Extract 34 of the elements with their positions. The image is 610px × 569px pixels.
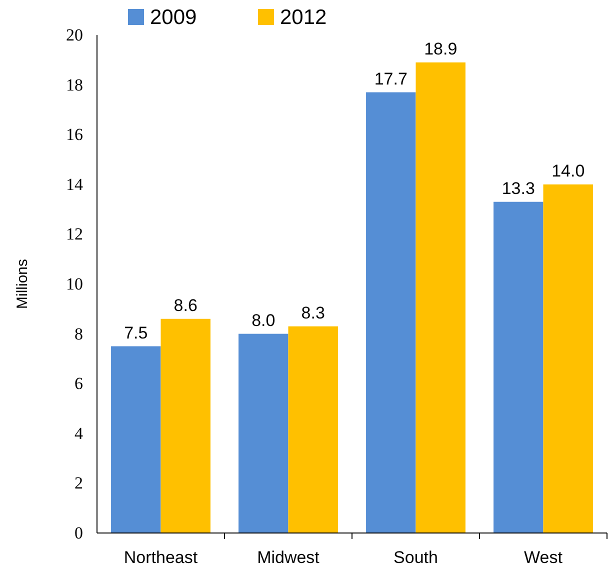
x-tick-label: Midwest (257, 548, 320, 567)
data-label: 7.5 (124, 323, 148, 342)
bar (543, 184, 593, 533)
y-tick-label: 8 (74, 324, 83, 344)
bar (494, 202, 544, 533)
data-label: 18.9 (424, 39, 458, 58)
data-label: 13.3 (502, 178, 535, 198)
data-label: 17.7 (374, 69, 408, 88)
y-axis-title: Millions (14, 258, 31, 310)
bar (160, 318, 210, 533)
y-tick-label: 12 (66, 224, 83, 244)
x-tick-label: Northeast (124, 548, 198, 567)
y-tick-label: 18 (66, 75, 83, 94)
y-tick-label: 6 (74, 374, 83, 394)
bar (238, 334, 288, 533)
bar (288, 326, 338, 533)
y-tick-label: 4 (74, 424, 84, 443)
y-tick-label: 16 (66, 125, 83, 144)
y-tick-label: 10 (66, 274, 83, 294)
bar (416, 62, 466, 533)
data-label: 8.0 (252, 310, 276, 330)
legend-label: 2012 (280, 6, 327, 29)
legend-label: 2009 (150, 6, 197, 29)
y-tick-label: 20 (66, 25, 83, 44)
y-tick-label: 14 (66, 174, 84, 194)
x-tick-label: West (524, 548, 563, 567)
data-label: 8.6 (174, 296, 198, 315)
data-label: 14.0 (552, 161, 585, 180)
data-label: 8.3 (301, 303, 325, 322)
y-tick-label: 2 (74, 474, 83, 493)
x-tick-label: South (394, 548, 438, 567)
bar (366, 92, 416, 533)
y-tick-label: 0 (74, 523, 83, 542)
bar (111, 346, 161, 533)
